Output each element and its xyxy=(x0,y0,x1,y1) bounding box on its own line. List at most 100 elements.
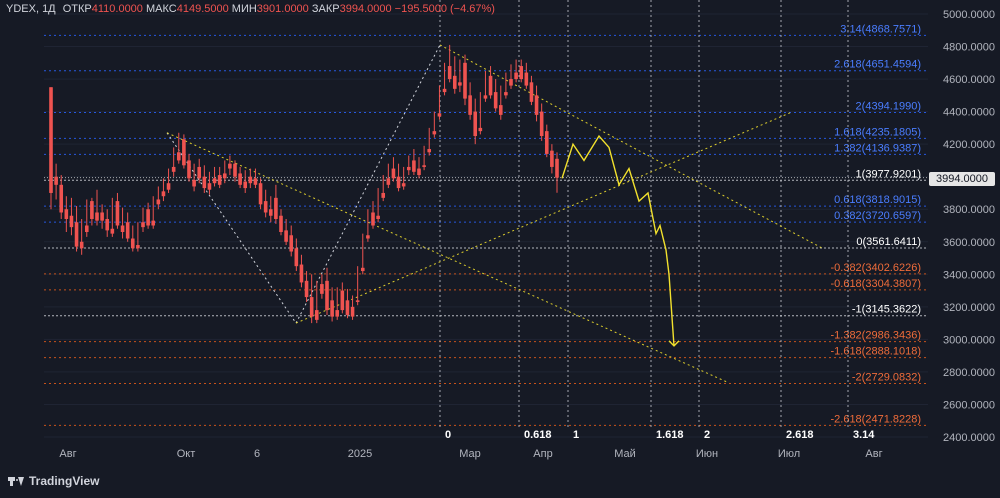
candle-body xyxy=(192,179,196,187)
candle-body xyxy=(74,222,79,247)
candle-body xyxy=(197,166,202,179)
candle-body xyxy=(182,139,186,166)
fib-level-label: -2(2729.0832) xyxy=(852,371,921,383)
time-tick-label: Окт xyxy=(177,448,196,460)
price-tick-label: 2400.0000 xyxy=(943,432,995,444)
candle-body xyxy=(345,300,350,315)
candle-body xyxy=(509,79,513,86)
candle-body xyxy=(233,163,237,177)
candle-body xyxy=(59,184,64,213)
chart-header: YDEX, 1Д ОТКР4110.0000 МАКС4149.5000 МИН… xyxy=(6,3,495,15)
candle-body xyxy=(427,149,432,153)
trend-drawings xyxy=(44,44,928,383)
candle-body xyxy=(187,160,191,179)
fib-level-label: -0.382(3402.6226) xyxy=(830,262,921,274)
tradingview-logo[interactable]: TradingView xyxy=(8,474,99,488)
candle-body xyxy=(371,212,375,226)
candle-body xyxy=(130,238,135,249)
low-value: 3901.0000 xyxy=(256,3,309,15)
time-tick-label: Авг xyxy=(865,448,882,460)
candle-body xyxy=(202,176,207,189)
candle-body xyxy=(422,165,426,167)
fib-level-label: 0.382(3720.6597) xyxy=(834,210,921,222)
candle-body xyxy=(136,245,140,249)
candle-body xyxy=(340,290,345,311)
candle-body xyxy=(417,168,421,176)
high-label: МАКС xyxy=(145,3,177,15)
candle-body xyxy=(314,310,319,320)
candle-body xyxy=(488,75,493,96)
candle-body xyxy=(529,82,534,102)
candle-body xyxy=(401,183,406,187)
time-fib-label: 1 xyxy=(573,429,579,441)
candle-body xyxy=(212,178,217,184)
candle-body xyxy=(432,131,437,135)
candle-body xyxy=(289,235,294,252)
candle-body xyxy=(284,230,288,242)
candle-body xyxy=(493,92,498,109)
fib-level-label: -1.382(2986.3436) xyxy=(830,330,921,342)
close-label: ЗАКР xyxy=(311,3,340,15)
candle-body xyxy=(304,280,309,298)
price-tick-label: 3200.0000 xyxy=(943,302,995,314)
high-value: 4149.5000 xyxy=(176,3,229,15)
time-tick-label: Май xyxy=(614,448,636,460)
candle-body xyxy=(309,297,314,317)
candle-body xyxy=(268,209,273,216)
candle-body xyxy=(330,300,334,317)
candle-body xyxy=(54,176,58,185)
price-tick-label: 3000.0000 xyxy=(943,334,995,346)
candle-body xyxy=(320,284,324,294)
symbol-label[interactable]: YDEX, 1Д xyxy=(6,3,56,15)
candle-body xyxy=(217,175,222,185)
open-label: ОТКР xyxy=(62,3,92,15)
candle-body xyxy=(514,72,518,80)
fib-level-label: 0.618(3818.9015) xyxy=(834,194,921,206)
price-tick-label: 4400.0000 xyxy=(943,107,995,119)
candle-body xyxy=(243,181,248,189)
price-tick-label: 2600.0000 xyxy=(943,399,995,411)
fib-level-label: -0.618(3304.3807) xyxy=(830,278,921,290)
candle-body xyxy=(498,105,503,115)
time-axis[interactable]: Авг Окт 6 2025 Мар Апр Май Июн Июл Авг xyxy=(59,448,882,460)
candle-body xyxy=(376,215,380,219)
time-tick-label: Апр xyxy=(533,448,552,460)
candle-body xyxy=(463,62,467,99)
time-tick-label: Авг xyxy=(59,448,76,460)
candle-body xyxy=(391,168,396,179)
candle-body xyxy=(544,131,549,154)
time-fib-labels: 0 0.618 1 1.618 2 2.618 3.14 xyxy=(445,429,875,441)
candle-body xyxy=(274,197,278,219)
current-price-tag: 3994.0000 xyxy=(929,172,995,186)
candle-body xyxy=(228,163,232,169)
candle-body xyxy=(478,127,483,132)
price-tick-label: 3400.0000 xyxy=(943,269,995,281)
projection xyxy=(561,134,680,347)
candle-body xyxy=(49,87,53,193)
candle-body xyxy=(550,150,554,167)
candle-body xyxy=(412,160,416,172)
candle-body xyxy=(238,173,242,185)
candle-body xyxy=(555,158,559,178)
candles xyxy=(49,44,559,324)
projection-arrowhead xyxy=(668,340,680,347)
projection-path xyxy=(561,134,675,346)
candle-body xyxy=(166,183,171,190)
fib-level-label: 3.14(4868.7571) xyxy=(840,23,921,35)
candle-body xyxy=(115,201,120,226)
candle-body xyxy=(473,111,478,137)
candle-body xyxy=(176,152,181,161)
fib-level-label: -1(3145.3622) xyxy=(852,304,921,316)
candle-body xyxy=(125,222,130,239)
candle-body xyxy=(335,310,340,317)
fib-level-label: 0(3561.6411) xyxy=(856,236,921,248)
candle-body xyxy=(110,228,115,234)
fib-level-label: 1.618(4235.1805) xyxy=(834,126,921,138)
candle-body xyxy=(325,280,329,311)
tradingview-icon xyxy=(8,476,24,486)
candle-body xyxy=(105,218,110,231)
change-value: −195.5000 (−4.67%) xyxy=(394,3,495,15)
candle-body xyxy=(258,183,263,205)
price-tick-label: 4800.0000 xyxy=(943,42,995,54)
